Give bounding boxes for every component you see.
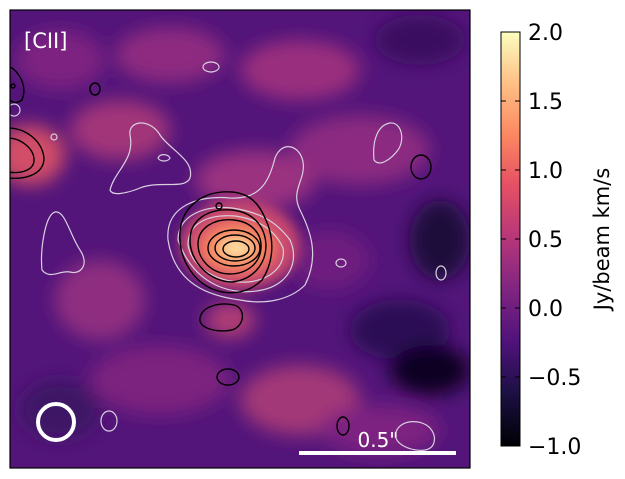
colorbar-tick-label: −0.5 — [528, 366, 581, 391]
map-frame — [9, 9, 471, 469]
white-contour-left-dot — [50, 133, 58, 141]
black-contour-5 — [214, 234, 256, 262]
black-contour-2 — [189, 209, 267, 283]
white-contour-south — [100, 410, 118, 432]
black-contour-6 — [222, 240, 250, 258]
colorbar-tick-label: 2.0 — [528, 21, 563, 46]
black-contour-east — [410, 154, 432, 180]
map-panel: 0.5" [CII] — [10, 10, 470, 468]
white-contour-nw — [109, 122, 192, 195]
black-contour-3 — [197, 219, 262, 275]
white-contour-nw-small — [157, 154, 171, 162]
black-contour-left-top — [10, 66, 25, 104]
black-contours — [10, 66, 432, 436]
black-contour-outer — [179, 191, 273, 294]
colorbar: −1.0 −0.5 0.0 0.5 1.0 1.5 2.0 Jy/beam km/s — [500, 21, 614, 460]
white-contour-ne — [373, 122, 403, 164]
white-contour-outer — [167, 146, 314, 303]
black-contour-south-b — [216, 368, 240, 386]
black-contour-tiny — [215, 202, 223, 210]
black-contour-left-mid2 — [10, 137, 35, 174]
black-contour-4 — [207, 229, 261, 267]
white-contour-top — [202, 61, 220, 73]
emission-field — [10, 15, 470, 455]
colorbar-label: Jy/beam km/s — [590, 168, 614, 313]
colorbar-tick-label: 1.5 — [528, 90, 563, 115]
colorbar-ticks: −1.0 −0.5 0.0 0.5 1.0 1.5 2.0 — [501, 21, 581, 460]
white-contour-west — [40, 211, 85, 276]
colorbar-tick-label: −1.0 — [528, 435, 581, 460]
white-contour-se — [394, 421, 435, 451]
black-contour-left-dot — [10, 83, 16, 89]
colorbar-tick-label: 1.0 — [528, 159, 563, 184]
white-contour-east — [335, 258, 347, 268]
white-contours — [10, 61, 447, 451]
colorbar-tick-label: 0.5 — [528, 228, 563, 253]
white-contour-east2 — [435, 265, 447, 281]
beam-circle — [36, 402, 76, 442]
black-contour-south-a — [199, 303, 244, 332]
black-contour-se — [336, 416, 350, 436]
white-contour-3 — [187, 215, 284, 283]
black-contour-top — [89, 82, 101, 96]
scale-bar-label: 0.5" — [357, 428, 398, 452]
white-contour-left-edge — [10, 103, 21, 117]
white-contour-2 — [177, 206, 295, 293]
black-contour-left-mid — [10, 127, 45, 179]
colorbar-tick-label: 0.0 — [528, 297, 563, 322]
map-label: [CII] — [24, 29, 67, 53]
